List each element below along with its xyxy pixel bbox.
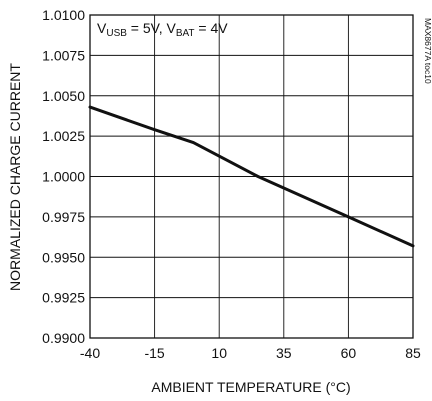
y-tick-label: 0.9900 [42,330,85,346]
y-tick-labels: 0.9900 0.9925 0.9950 0.9975 1.0000 1.0025 1.00… [42,7,85,346]
condition-annotation: VUSB = 5V, VBAT = 4V [97,20,228,39]
y-axis-title: NORMALIZED CHARGE CURRENT [7,63,23,291]
y-tick-label: 1.0050 [42,88,85,104]
figure-code: MAX8677A toc10 [423,18,432,84]
x-tick-label: 60 [341,345,357,361]
y-tick-label: 0.9925 [42,290,85,306]
grid-lines [90,15,413,338]
x-tick-label: 10 [211,345,227,361]
x-tick-labels: -40 -15 10 35 60 85 [80,345,421,361]
x-tick-label: 35 [276,345,292,361]
plot-frame [89,14,414,339]
y-tick-label: 1.0100 [42,7,85,23]
y-tick-label: 1.0075 [42,47,85,63]
x-tick-label: -15 [144,345,164,361]
y-tick-label: 0.9950 [42,249,85,265]
y-tick-label: 1.0000 [42,169,85,185]
x-tick-label: -40 [80,345,100,361]
x-tick-label: 85 [405,345,421,361]
x-axis-title: AMBIENT TEMPERATURE (°C) [151,379,350,395]
y-tick-label: 0.9975 [42,209,85,225]
y-tick-label: 1.0025 [42,128,85,144]
series-line [88,105,415,248]
